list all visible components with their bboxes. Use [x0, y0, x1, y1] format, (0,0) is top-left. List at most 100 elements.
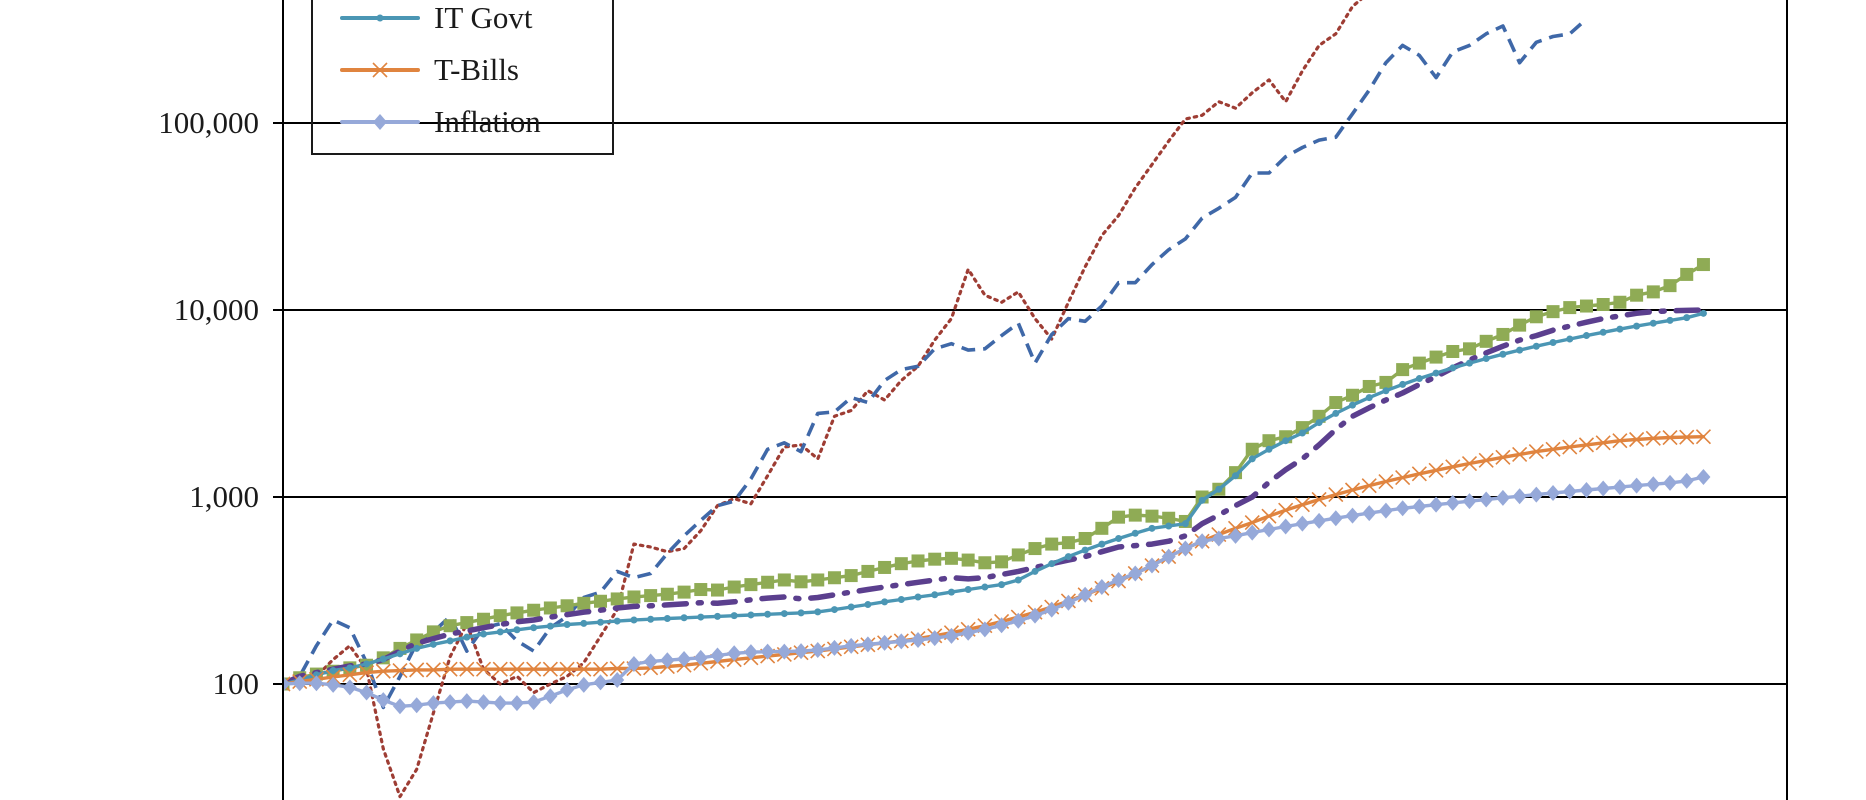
- data-point: [1549, 339, 1557, 347]
- data-point: [610, 592, 624, 606]
- data-point: [1482, 355, 1490, 363]
- data-point: [1578, 437, 1595, 453]
- data-point: [1616, 325, 1624, 333]
- data-point: [944, 551, 958, 565]
- data-point: [1596, 298, 1610, 312]
- data-point: [1014, 576, 1022, 584]
- legend-item-inflation: Inflation: [340, 104, 541, 139]
- data-point: [546, 622, 554, 630]
- data-point: [1178, 540, 1193, 557]
- data-point: [810, 641, 825, 658]
- data-point: [375, 663, 391, 679]
- data-point: [363, 660, 371, 668]
- data-point: [797, 609, 805, 617]
- data-point: [530, 624, 538, 632]
- data-point: [1512, 446, 1528, 462]
- data-point: [1428, 462, 1444, 478]
- data-point: [777, 573, 791, 587]
- data-point: [1479, 334, 1493, 348]
- data-point: [1031, 567, 1039, 575]
- data-point: [610, 672, 625, 689]
- data-point: [1579, 299, 1593, 313]
- data-point: [1312, 512, 1327, 529]
- data-point: [660, 652, 675, 669]
- data-point: [1445, 459, 1461, 475]
- data-point: [409, 662, 425, 678]
- data-point: [1061, 536, 1075, 550]
- y-tick-label: 100: [213, 666, 260, 701]
- data-point: [283, 676, 290, 692]
- series-it-govt: [283, 309, 1707, 688]
- data-point: [1532, 342, 1540, 350]
- data-point: [1546, 485, 1561, 502]
- data-point: [396, 650, 404, 658]
- data-point: [694, 583, 708, 597]
- data-point: [1563, 301, 1577, 315]
- data-point: [1148, 524, 1156, 532]
- legend-swatch-marker: [376, 14, 384, 22]
- data-point: [1679, 429, 1695, 445]
- data-point: [727, 580, 741, 594]
- data-point: [1382, 387, 1390, 395]
- data-point: [410, 633, 424, 647]
- data-point: [1699, 309, 1707, 317]
- data-point: [827, 571, 841, 585]
- data-point: [1528, 443, 1544, 460]
- data-point: [1462, 493, 1477, 510]
- data-point: [476, 694, 491, 711]
- data-point: [1683, 314, 1691, 322]
- data-point: [1328, 487, 1344, 503]
- data-point: [630, 616, 638, 624]
- data-point: [894, 633, 909, 650]
- data-point: [878, 560, 892, 574]
- data-point: [1596, 480, 1611, 497]
- data-point: [727, 645, 742, 662]
- data-point: [358, 665, 375, 681]
- data-point: [576, 661, 592, 677]
- data-point: [1662, 429, 1678, 446]
- data-point: [1646, 476, 1661, 493]
- data-point: [580, 619, 588, 627]
- data-point: [1462, 342, 1476, 356]
- data-point: [409, 697, 424, 714]
- data-point: [1649, 319, 1657, 327]
- data-point: [914, 593, 922, 601]
- data-point: [1633, 322, 1641, 330]
- data-point: [647, 615, 655, 623]
- legend-item-it-govt: IT Govt: [340, 0, 533, 35]
- data-point: [1344, 482, 1361, 498]
- data-point: [509, 695, 524, 712]
- data-point: [626, 655, 641, 672]
- legend-swatch-marker: [372, 62, 388, 78]
- data-point: [475, 661, 492, 677]
- data-point: [359, 684, 374, 701]
- series-line-tbills: [283, 435, 1706, 686]
- data-point: [1315, 419, 1323, 427]
- data-point: [1045, 537, 1059, 551]
- data-point: [1215, 485, 1223, 493]
- data-point: [1465, 359, 1473, 367]
- data-point: [1579, 482, 1594, 499]
- data-point: [594, 594, 608, 608]
- data-point: [998, 581, 1006, 589]
- data-point: [1612, 433, 1628, 449]
- data-point: [693, 649, 708, 666]
- data-point: [1181, 520, 1189, 528]
- data-point: [560, 681, 575, 698]
- data-point: [1478, 452, 1494, 468]
- data-point: [1432, 369, 1440, 377]
- data-point: [1329, 396, 1343, 410]
- data-point: [443, 619, 457, 633]
- data-point: [1048, 560, 1056, 568]
- data-point: [995, 555, 1009, 569]
- data-point: [1411, 466, 1427, 482]
- data-point: [1044, 601, 1059, 618]
- data-point: [1081, 546, 1089, 554]
- data-point: [1599, 328, 1607, 336]
- data-point: [1262, 434, 1276, 448]
- legend-label: T-Bills: [434, 52, 519, 87]
- data-point: [643, 653, 658, 670]
- data-point: [1395, 470, 1411, 486]
- data-point: [1595, 435, 1611, 451]
- data-point: [1311, 491, 1327, 508]
